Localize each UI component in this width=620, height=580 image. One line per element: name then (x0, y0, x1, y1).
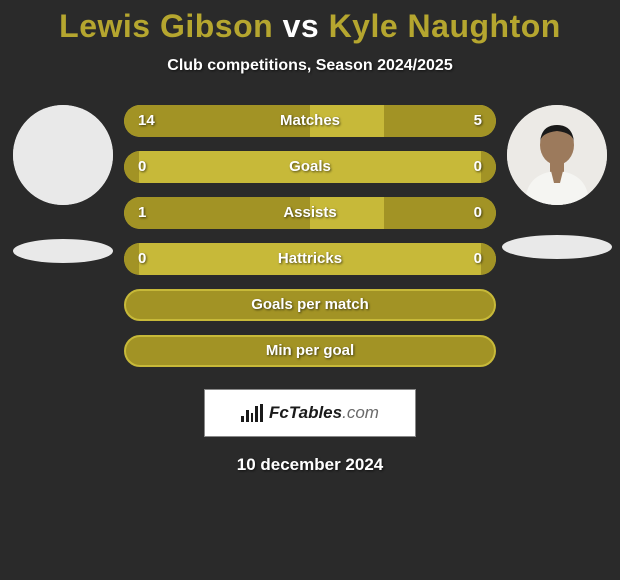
brand-ext: .com (342, 403, 379, 422)
brand-name: FcTables (269, 403, 342, 422)
player-left-panel (8, 105, 118, 263)
stat-value-left: 0 (138, 243, 146, 275)
stat-fill-right (481, 243, 496, 275)
stat-value-right: 0 (474, 197, 482, 229)
date-text: 10 december 2024 (0, 455, 620, 475)
page-title: Lewis Gibson vs Kyle Naughton (0, 8, 620, 45)
avatar-placeholder-icon (13, 105, 113, 205)
stat-fill-right (481, 151, 496, 183)
player-right-avatar (507, 105, 607, 205)
brand-badge: FcTables.com (204, 389, 416, 437)
player-left-avatar (13, 105, 113, 205)
stat-row-assists: 1 Assists 0 (124, 197, 496, 229)
stat-row-matches: 14 Matches 5 (124, 105, 496, 137)
title-player2: Kyle Naughton (329, 8, 561, 44)
stat-row-hattricks: 0 Hattricks 0 (124, 243, 496, 275)
title-vs: vs (283, 8, 320, 44)
title-player1: Lewis Gibson (59, 8, 273, 44)
stats-column: 14 Matches 5 0 Goals 0 1 Assists 0 (118, 105, 502, 367)
player-right-panel (502, 105, 612, 259)
stat-value-left: 0 (138, 151, 146, 183)
avatar-photo-icon (507, 105, 607, 205)
stat-value-left: 1 (138, 197, 146, 229)
brand-text: FcTables.com (269, 403, 379, 423)
stat-value-right: 5 (474, 105, 482, 137)
stat-label: Assists (283, 204, 336, 221)
stat-value-left: 14 (138, 105, 155, 137)
stat-fill-left (124, 243, 139, 275)
stat-label: Min per goal (266, 342, 354, 359)
stat-label: Matches (280, 112, 340, 129)
player-left-name-pill (13, 239, 113, 263)
stat-row-gpm: Goals per match (124, 289, 496, 321)
chart-bars-icon (241, 404, 263, 422)
comparison-card: Lewis Gibson vs Kyle Naughton Club compe… (0, 0, 620, 475)
stat-label: Goals (289, 158, 331, 175)
stat-label: Goals per match (251, 296, 369, 313)
stat-value-right: 0 (474, 243, 482, 275)
main-layout: 14 Matches 5 0 Goals 0 1 Assists 0 (0, 105, 620, 367)
stat-row-goals: 0 Goals 0 (124, 151, 496, 183)
stat-row-mpg: Min per goal (124, 335, 496, 367)
player-right-name-pill (502, 235, 612, 259)
stat-fill-left (124, 151, 139, 183)
stat-label: Hattricks (278, 250, 342, 267)
stat-value-right: 0 (474, 151, 482, 183)
subtitle: Club competitions, Season 2024/2025 (0, 57, 620, 75)
